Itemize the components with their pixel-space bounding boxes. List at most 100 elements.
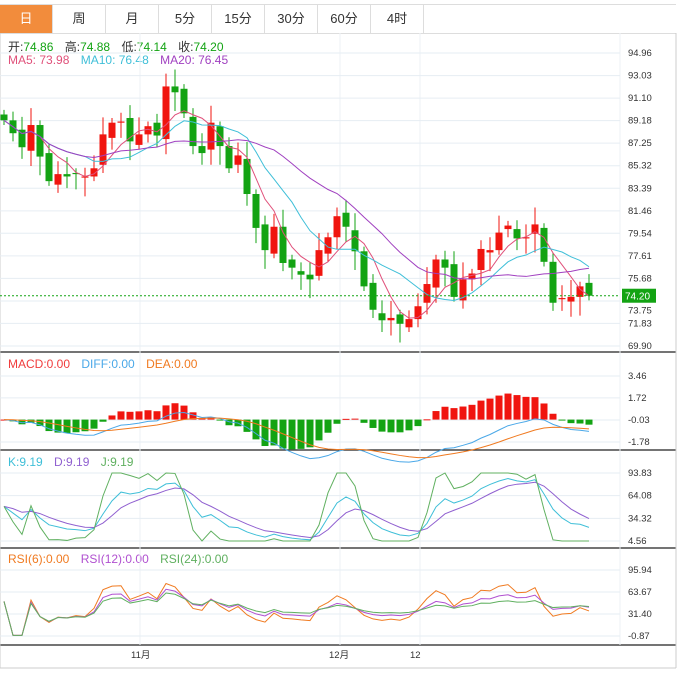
candle-down	[63, 174, 71, 177]
dea-label: DEA:0.00	[146, 357, 198, 371]
candle-up	[495, 232, 503, 251]
k-line	[3, 478, 590, 541]
low-label: 低:	[121, 40, 137, 54]
d-label: D:9.19	[54, 455, 90, 469]
macd-bar	[315, 419, 323, 441]
macd-bar	[126, 411, 134, 420]
d-line	[3, 481, 590, 539]
macd-bar	[36, 419, 44, 427]
macd-bar	[549, 413, 557, 420]
candle-up	[54, 174, 62, 185]
candle-up	[234, 155, 242, 165]
candle-up	[90, 168, 98, 177]
candle-up	[477, 248, 485, 271]
candle-up	[27, 125, 35, 151]
high-label: 高:	[64, 40, 81, 54]
candle-down	[297, 271, 305, 275]
tab-4[interactable]: 15分	[212, 5, 265, 33]
k-label: K:9.19	[8, 455, 43, 469]
macd-bar	[495, 395, 503, 420]
candle-up	[81, 176, 89, 178]
rsi12-line	[3, 588, 590, 636]
rsi-tick: -0.87	[628, 631, 650, 642]
candle-up	[486, 250, 494, 253]
kdj-tick: 4.56	[628, 536, 647, 547]
macd-bar	[513, 395, 521, 420]
candle-up	[108, 122, 116, 138]
candle-down	[189, 116, 197, 147]
tab-1[interactable]: 周	[53, 5, 106, 33]
price-tick: 77.61	[628, 251, 652, 262]
macd-bar	[567, 419, 575, 424]
candle-down	[306, 274, 314, 280]
macd-bar	[441, 406, 449, 420]
macd-bar	[585, 419, 593, 425]
candle-up	[99, 134, 107, 165]
price-tick: 83.39	[628, 183, 652, 194]
candle-down	[351, 230, 359, 252]
rsi-tick: 95.94	[628, 565, 652, 576]
j-label: J:9.19	[100, 455, 134, 469]
candle-down	[540, 227, 548, 262]
macd-bar	[360, 419, 368, 423]
macd-bar	[477, 400, 485, 420]
price-tick: 89.18	[628, 116, 652, 127]
rsi-tick: 31.40	[628, 609, 652, 620]
close-value: 74.20	[193, 40, 224, 54]
rsi12-label: RSI(12):0.00	[80, 552, 149, 566]
candle-up	[459, 279, 467, 301]
candle-down	[243, 158, 251, 195]
ma20-label: MA20: 76.45	[160, 53, 229, 67]
candle-down	[279, 226, 287, 263]
candle-down	[153, 122, 161, 136]
rsi6-line	[3, 582, 590, 636]
tab-7[interactable]: 4时	[371, 5, 424, 33]
candle-up	[414, 306, 422, 320]
macd-bar	[108, 415, 116, 420]
candle-down	[72, 172, 80, 175]
macd-bar	[405, 419, 413, 431]
macd-bar	[261, 419, 269, 447]
macd-bar	[540, 403, 548, 420]
macd-bar	[324, 419, 332, 433]
macd-bar	[171, 403, 179, 420]
candle-up	[324, 237, 332, 254]
ma5-line	[3, 110, 590, 319]
candle-down	[378, 313, 386, 321]
tab-0[interactable]: 日	[0, 5, 53, 33]
macd-bar	[531, 397, 539, 420]
rsi6-label: RSI(6):0.00	[8, 552, 70, 566]
candle-down	[180, 88, 188, 114]
price-tick: 81.46	[628, 206, 652, 217]
macd-bar	[396, 419, 404, 433]
tab-3[interactable]: 5分	[159, 5, 212, 33]
tab-5[interactable]: 30分	[265, 5, 318, 33]
candle-down	[585, 282, 593, 296]
candle-down	[0, 114, 8, 121]
macd-tick: 3.46	[628, 371, 647, 382]
ma5-label: MA5: 73.98	[8, 53, 70, 67]
current-price-tag	[622, 288, 656, 303]
candle-up	[117, 121, 125, 123]
candle-down	[441, 259, 449, 268]
candle-up	[315, 250, 323, 276]
rsi-tick: 63.67	[628, 587, 652, 598]
current-price-text: 74.20	[625, 292, 650, 303]
price-tick: 85.32	[628, 161, 652, 172]
candle-down	[198, 146, 206, 154]
kdj-tick: 64.08	[628, 491, 652, 502]
macd-bar	[306, 419, 314, 448]
x-axis-label: 11月	[131, 650, 150, 661]
macd-bar	[72, 419, 80, 433]
candle-down	[126, 118, 134, 142]
candle-down	[36, 125, 44, 157]
ma-legend: MA5: 73.98 MA10: 76.48 MA20: 76.45	[8, 53, 236, 67]
tab-2[interactable]: 月	[106, 5, 159, 33]
macd-bar	[99, 419, 107, 422]
tab-6[interactable]: 60分	[318, 5, 371, 33]
candle-down	[171, 86, 179, 93]
macd-tick: -1.78	[628, 437, 650, 448]
macd-bar	[450, 408, 458, 420]
candle-down	[513, 229, 521, 239]
